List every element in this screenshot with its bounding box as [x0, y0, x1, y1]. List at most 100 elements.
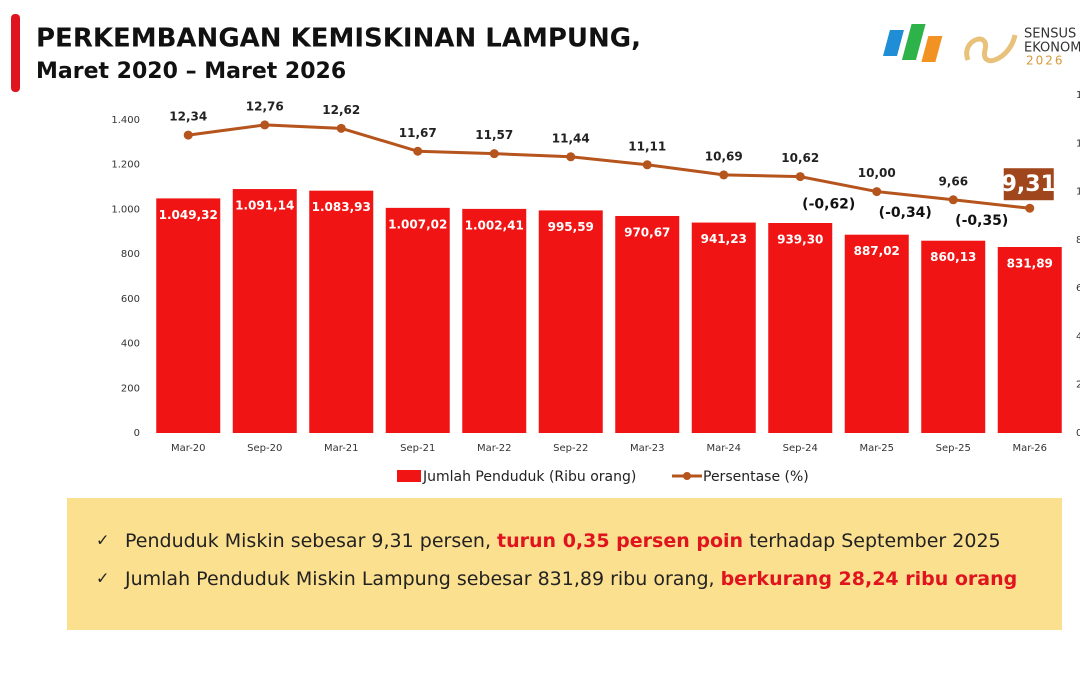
bar-label: 1.007,02: [388, 217, 447, 231]
point: [413, 146, 423, 156]
point: [872, 187, 882, 197]
y-tick-label: 400: [121, 339, 140, 350]
line-label: 11,67: [399, 126, 437, 140]
y2-tick-label: 14: [1076, 90, 1080, 101]
bar-label: 941,23: [701, 232, 747, 246]
line: [188, 123, 1030, 210]
x-tick-label: Sep-21: [400, 443, 435, 454]
bar-label: 970,67: [624, 225, 670, 239]
note-box: [67, 498, 1062, 630]
y-tick-label: 600: [121, 294, 140, 305]
bar: [309, 190, 374, 433]
note-part: terhadap September 2025: [743, 530, 1001, 552]
line-label: 12,62: [322, 103, 360, 117]
bar-label: 1.002,41: [465, 218, 524, 232]
point: [260, 120, 270, 130]
y2-tick-label: 8: [1076, 235, 1080, 246]
y2-tick-label: 12: [1076, 138, 1080, 149]
point: [795, 172, 805, 182]
logo-mark: [882, 30, 904, 56]
note-part: berkurang 28,24 ribu orang: [721, 568, 1018, 590]
bar-label: 887,02: [854, 244, 900, 258]
line-label: 11,11: [628, 139, 666, 153]
y2-tick-label: 6: [1076, 283, 1080, 294]
x-tick-label: Sep-25: [936, 443, 971, 454]
legend-swatch: [397, 470, 421, 482]
note: Penduduk Miskin sebesar 9,31 persen, tur…: [125, 530, 1001, 552]
y2-tick-label: 10: [1076, 187, 1080, 198]
bar: [615, 215, 680, 433]
bullet: ✓: [96, 569, 109, 588]
point: [642, 160, 652, 170]
bar-label: 860,13: [930, 250, 976, 264]
x-tick-label: Mar-24: [706, 443, 741, 454]
highlight-box: [1003, 168, 1054, 201]
note-part: Penduduk Miskin sebesar 9,31 persen,: [125, 530, 497, 552]
x-tick-label: Mar-23: [630, 443, 665, 454]
note-part: Jumlah Penduduk Miskin Lampung sebesar 8…: [124, 568, 721, 590]
bar-label: 1.049,32: [159, 208, 218, 222]
chart-title: PERKEMBANGAN KEMISKINAN LAMPUNG,: [36, 24, 641, 54]
line-label: 12,34: [169, 110, 207, 124]
bullet: ✓: [96, 531, 109, 550]
bar: [156, 198, 221, 433]
bar: [768, 222, 833, 433]
x-tick-label: Sep-22: [553, 443, 588, 454]
bar: [997, 247, 1062, 433]
line-label: 12,76: [246, 99, 284, 113]
point: [719, 170, 729, 180]
x-tick-label: Mar-20: [171, 443, 206, 454]
x-tick-label: Mar-26: [1012, 443, 1047, 454]
logo-mark: [921, 36, 943, 62]
logo-mark: [901, 24, 926, 60]
bar: [385, 207, 450, 433]
point: [566, 152, 576, 162]
point: [489, 149, 499, 159]
note: Jumlah Penduduk Miskin Lampung sebesar 8…: [124, 568, 1017, 590]
bar-label: 1.091,14: [235, 199, 294, 213]
point: [1025, 203, 1035, 213]
x-tick-label: Mar-22: [477, 443, 512, 454]
logo-text: SENSUS: [1024, 27, 1076, 42]
bar-label: 831,89: [1007, 257, 1053, 271]
bar: [462, 208, 527, 433]
y-tick-label: 200: [121, 383, 140, 394]
y-tick-label: 1.400: [111, 115, 140, 126]
bar-label: 995,59: [548, 220, 594, 234]
line-label: 11,44: [552, 131, 590, 145]
legend-swatch: [683, 472, 691, 480]
x-tick-label: Sep-24: [783, 443, 818, 454]
logo: SENSUS EKONOMI 2026: [882, 24, 1080, 68]
line-label: 11,57: [475, 128, 513, 142]
y2-tick-label: 2: [1076, 380, 1080, 391]
note-part: turun 0,35 persen poin: [497, 530, 743, 552]
bar: [538, 210, 603, 433]
y2-tick-label: 4: [1076, 331, 1080, 342]
bar: [691, 222, 756, 433]
logo-text: 2026: [1026, 54, 1065, 68]
bar: [232, 189, 297, 433]
bar: [921, 240, 986, 433]
y2-tick-label: 0: [1076, 428, 1080, 439]
accent-bar: [11, 14, 20, 92]
y-tick-label: 0: [134, 428, 140, 439]
point: [336, 123, 346, 133]
y-tick-label: 1.200: [111, 160, 140, 171]
logo-mark: [964, 34, 1018, 64]
change-label: (-0,62): [802, 197, 855, 213]
x-tick-label: Mar-21: [324, 443, 359, 454]
line-label: 10,62: [781, 151, 819, 165]
chart-subtitle: Maret 2020 – Maret 2026: [36, 59, 346, 84]
legend-label: Persentase (%): [703, 469, 809, 485]
x-tick-label: Sep-20: [247, 443, 282, 454]
line-label: 9,66: [938, 174, 968, 188]
bar: [844, 234, 909, 433]
line-label: 9,31: [1002, 172, 1056, 197]
point: [183, 130, 193, 140]
y-tick-label: 1.000: [111, 204, 140, 215]
change-label: (-0,35): [955, 213, 1008, 229]
logo-text: EKONOMI: [1024, 41, 1080, 56]
point: [948, 195, 958, 205]
line-label: 10,69: [705, 149, 743, 163]
